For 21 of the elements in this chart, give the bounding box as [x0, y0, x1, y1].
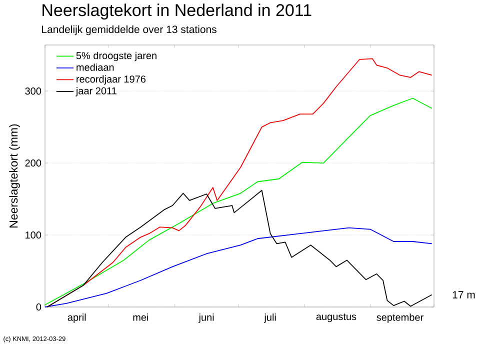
- legend-label: recordjaar 1976: [76, 75, 146, 85]
- x-tick-label: september: [376, 314, 424, 323]
- x-tick-label: juni: [198, 314, 214, 323]
- x-tick-label: augustus: [316, 314, 356, 322]
- y-tick-label: 100: [26, 231, 42, 239]
- legend-label: 5% droogste jaren: [76, 52, 156, 62]
- x-tick-label: mei: [133, 314, 148, 321]
- y-tick-label: 200: [25, 160, 42, 167]
- line-series: [44, 98, 432, 306]
- y-axis-title: Neerslagtekort (mm): [9, 124, 20, 228]
- legend-label: mediaan: [76, 64, 114, 71]
- line-series: [44, 227, 432, 308]
- chart-title: Neerslagtekort in Nederland in 2011: [42, 4, 312, 20]
- chart-subtitle: Landelijk gemiddelde over 13 stations: [42, 25, 216, 36]
- y-tick-label: 300: [25, 88, 42, 95]
- x-tick-label: juli: [264, 314, 276, 323]
- annotation: 17 m: [452, 291, 475, 298]
- legend-label: jaar 2011: [76, 87, 116, 96]
- line-series: [46, 190, 432, 308]
- x-tick-label: april: [68, 314, 86, 323]
- y-tick-label: 0: [36, 303, 42, 311]
